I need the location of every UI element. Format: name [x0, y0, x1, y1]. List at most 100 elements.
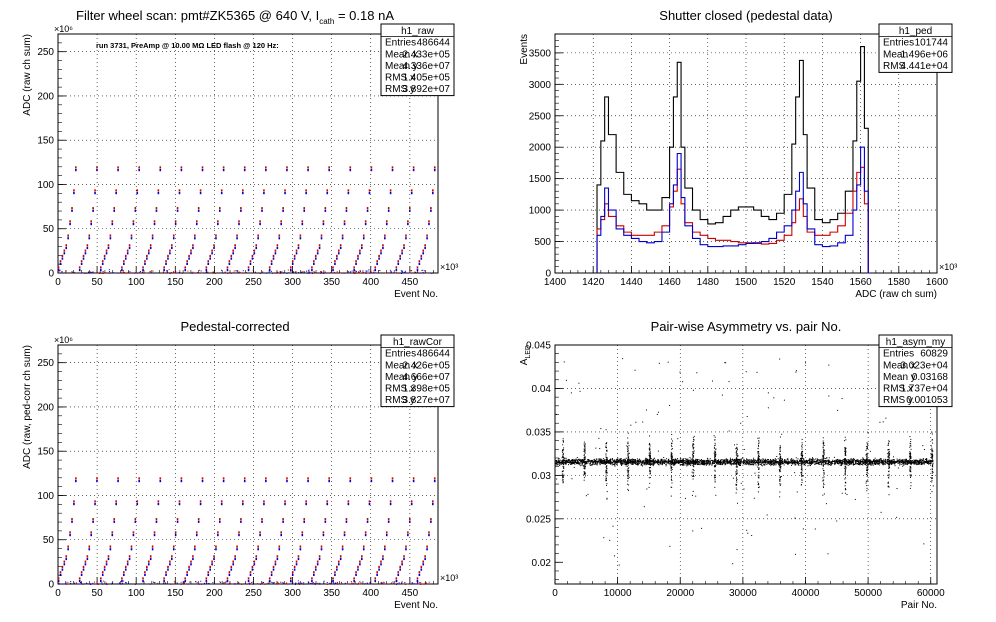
- p3-point: [906, 462, 908, 464]
- p2-point: [86, 555, 89, 558]
- p3-point: [853, 459, 855, 461]
- p3-point: [666, 458, 668, 460]
- p3-point: [572, 460, 574, 462]
- p3-point: [874, 457, 876, 459]
- p3-point: [621, 462, 623, 464]
- p3-point: [652, 465, 654, 467]
- p2-stats-label: RMS y: [385, 395, 415, 406]
- p3-point: [876, 459, 878, 461]
- p2-point: [262, 581, 264, 583]
- p3-point: [760, 459, 762, 461]
- p3-point: [601, 462, 603, 464]
- p3-point: [855, 463, 857, 465]
- p3-point: [686, 460, 688, 462]
- p2-point: [101, 571, 104, 574]
- p0-point: [277, 271, 279, 273]
- p2-point: [347, 500, 350, 503]
- p3-point: [922, 457, 924, 459]
- p0-point: [374, 266, 377, 269]
- p3-point: [701, 460, 703, 462]
- p1-x-tick-label: 1580: [888, 277, 911, 288]
- p3-point: [747, 459, 749, 461]
- p3-point: [597, 461, 599, 463]
- p0-point: [346, 270, 348, 272]
- p2-x-axis-label: Event No.: [394, 600, 438, 611]
- p1-stats-label: Mean: [883, 49, 908, 60]
- p2-point: [380, 563, 382, 566]
- p3-point: [650, 463, 652, 465]
- p3-point: [618, 460, 620, 462]
- p3-point: [725, 459, 727, 461]
- p3-point: [657, 459, 659, 461]
- p2-point: [134, 583, 136, 585]
- p0-point: [423, 272, 425, 274]
- p0-point: [162, 271, 164, 273]
- p3-point: [623, 461, 625, 463]
- p3-plot-frame: [554, 344, 938, 585]
- p3-point: [911, 462, 913, 464]
- p1-y-tick-label: 3500: [529, 48, 552, 59]
- p0-point: [230, 254, 233, 258]
- p3-point: [826, 462, 828, 464]
- p2-point: [264, 583, 266, 585]
- p3-point: [658, 459, 660, 461]
- p3-point: [738, 464, 740, 466]
- p0-point: [428, 220, 430, 223]
- p3-point: [692, 458, 694, 460]
- p3-point: [897, 459, 899, 461]
- p3-point: [840, 463, 842, 465]
- p3-point: [620, 463, 622, 465]
- p3-point: [668, 461, 670, 463]
- p0-point: [169, 249, 171, 252]
- p2-point: [155, 518, 158, 521]
- p3-point: [721, 459, 723, 461]
- p0-point: [213, 272, 215, 274]
- p2-point: [187, 583, 189, 585]
- p2-point: [157, 503, 160, 506]
- p3-point: [752, 460, 754, 462]
- p3-point: [813, 460, 815, 462]
- p3-point: [893, 460, 895, 462]
- p3-point: [628, 461, 630, 463]
- p0-point: [88, 272, 90, 274]
- p2-point: [231, 583, 233, 585]
- p3-point: [730, 464, 732, 466]
- p2-point: [343, 533, 346, 537]
- p0-point: [254, 271, 256, 273]
- p3-point: [899, 463, 901, 465]
- p3-point: [628, 458, 630, 460]
- p3-point: [679, 461, 681, 463]
- p0-point: [422, 252, 425, 255]
- p0-point: [293, 257, 296, 260]
- p3-point: [758, 461, 760, 463]
- p3-point: [707, 462, 709, 464]
- p2-point: [319, 582, 321, 584]
- p0-point: [430, 209, 432, 212]
- p2-point: [75, 479, 77, 483]
- p3-point: [791, 461, 793, 463]
- p3-point: [863, 459, 865, 461]
- p3-point: [917, 464, 919, 466]
- p3-point: [583, 464, 585, 466]
- p3-point: [696, 461, 698, 463]
- p3-point: [604, 463, 606, 465]
- p0-point: [136, 272, 138, 274]
- p2-y-axis-label: ADC (raw, ped-corr ch sum): [22, 345, 33, 469]
- p3-point: [620, 460, 622, 462]
- p2-point: [350, 581, 352, 583]
- p3-point: [764, 461, 766, 463]
- p0-point: [405, 234, 407, 237]
- p3-point: [636, 461, 638, 463]
- p3-point: [923, 461, 925, 463]
- p3-point: [595, 460, 597, 462]
- p3-point: [645, 462, 647, 464]
- p3-point: [830, 461, 832, 463]
- p2-point: [178, 500, 181, 503]
- p0-point: [334, 262, 336, 266]
- p0-point: [336, 254, 338, 258]
- p3-point: [685, 462, 687, 464]
- p3-point: [746, 460, 748, 462]
- p3-y-tick-label: 0.04: [532, 384, 552, 395]
- p3-point: [849, 460, 851, 462]
- p2-point: [405, 548, 407, 551]
